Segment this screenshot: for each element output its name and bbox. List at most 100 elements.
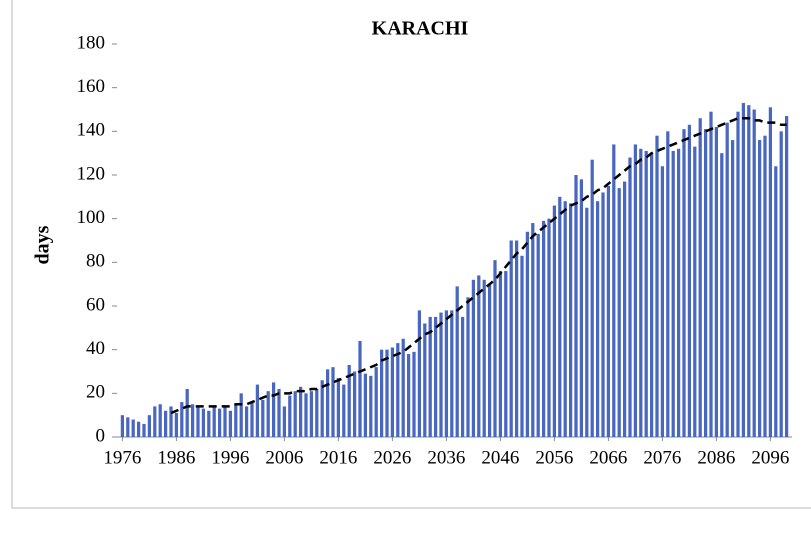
bar [433,316,438,437]
bar [396,343,400,437]
bar [676,148,681,438]
bar [277,388,281,437]
bar [644,150,648,437]
bar [752,109,756,437]
bar [201,408,206,437]
bar [612,144,616,437]
bar [450,310,454,437]
bar [325,369,330,437]
bar [309,391,314,437]
bar [725,122,729,437]
bar [136,421,141,437]
bar [207,410,211,437]
bar [379,349,384,437]
x-tick-label: 2036 [427,447,465,468]
y-tick-label: 120 [77,163,106,184]
bar [498,271,503,437]
bar [601,192,605,437]
bar [250,402,254,437]
bar [687,124,692,438]
bar [671,150,675,437]
bar [628,157,632,438]
bar [217,408,222,437]
x-tick-label: 2076 [643,447,681,468]
bar [466,297,470,437]
bar [703,129,708,437]
bar [720,153,724,437]
bar [682,129,686,437]
bar [779,131,783,438]
bar [423,323,427,437]
bar [158,404,162,437]
bar [390,347,395,437]
bar [757,140,762,438]
x-tick-label: 2096 [751,447,789,468]
bar [595,201,600,437]
bar [331,367,335,437]
bar [369,375,373,437]
bar [401,338,405,437]
x-tick-label: 1996 [211,447,249,468]
y-tick-label: 60 [86,294,105,315]
bar [693,146,697,437]
bar [460,316,465,437]
bar [239,393,243,437]
bar [244,406,249,437]
bar [223,406,227,437]
x-tick-label: 2056 [535,447,573,468]
trend-line [170,116,787,415]
bar [406,354,411,437]
bar [536,233,540,437]
bar [579,179,584,437]
bar [698,118,702,437]
bar [547,218,551,437]
x-tick-label: 2046 [481,447,519,468]
bar [649,153,654,437]
x-tick-label: 2026 [373,447,411,468]
bar [439,312,443,437]
y-tick-label: 140 [77,120,106,141]
bar [163,410,168,437]
bar [574,175,578,437]
bar [374,367,378,437]
bar [180,402,184,437]
y-axis-label: days [32,225,54,264]
bar [444,310,449,437]
bar [298,386,303,437]
chart-frame [11,0,811,509]
bar [385,349,389,437]
bar [304,393,308,437]
bar [196,406,200,437]
bar [417,310,422,437]
bar [622,181,627,437]
y-tick-label: 160 [77,76,106,97]
y-tick-label: 180 [77,32,106,53]
bar [261,399,265,437]
bar [558,196,562,437]
bar [525,231,530,437]
bar [255,384,260,437]
x-tick-label: 2066 [589,447,627,468]
bar [768,107,773,438]
bar [487,284,492,437]
x-tick-label: 2016 [319,447,357,468]
bar [714,126,719,437]
bar [293,391,297,437]
bar [147,415,152,437]
bar [606,185,611,437]
y-tick-label: 40 [86,338,105,359]
bar [660,166,665,437]
y-tick-label: 20 [86,382,105,403]
bar [282,406,287,437]
bar [666,131,670,438]
bar [185,388,189,437]
bar [126,417,130,437]
bar [585,207,589,437]
bar [315,388,319,437]
bar [493,260,497,437]
y-tick-label: 0 [96,425,106,446]
bar [190,404,195,437]
bar [455,286,459,437]
bar [531,223,535,437]
y-tick-label: 80 [86,251,105,272]
